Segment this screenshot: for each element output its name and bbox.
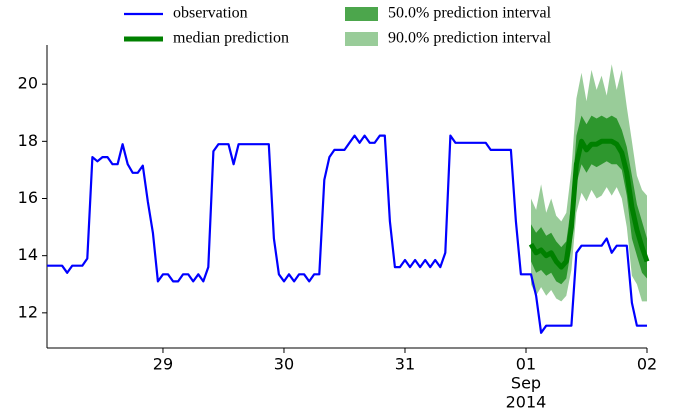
legend-patch [345,7,378,21]
legend-label: 50.0% prediction interval [388,5,552,22]
x-tick-label: 30 [274,355,294,374]
series-line [47,134,647,334]
y-tick-label: 16 [18,188,38,207]
x-tick-label: 01 [516,355,536,374]
x-tick-label: 31 [395,355,415,374]
y-tick-label: 12 [18,302,38,321]
legend-label: 90.0% prediction interval [388,30,552,47]
y-tick-label: 20 [18,74,38,93]
legend-label: median prediction [173,30,289,47]
legend-label: observation [173,5,248,22]
prediction-band [531,115,647,285]
y-tick-label: 18 [18,131,38,150]
x-tick-label: 29 [153,355,173,374]
x-tick-label: 02 [637,355,657,374]
y-tick-label: 14 [18,245,38,264]
legend-patch [345,32,378,46]
series-line [528,138,650,270]
x-tick-label: 2014 [506,393,547,412]
x-tick-label: Sep [511,374,541,393]
